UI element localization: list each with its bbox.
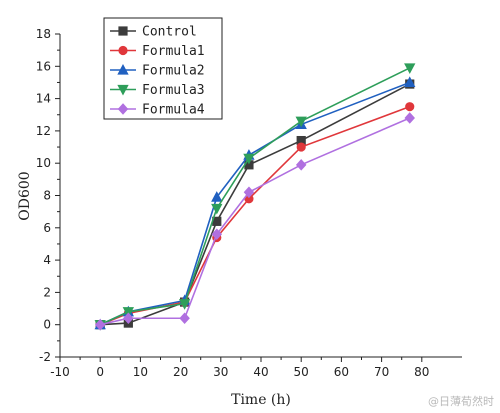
x-tick-label: 40 — [253, 365, 268, 379]
legend-label: Formula2 — [142, 64, 205, 79]
legend-marker — [117, 63, 129, 75]
y-tick-label: 16 — [36, 59, 51, 73]
legend-item-formula1: Formula1 — [110, 44, 205, 59]
data-point-formula4 — [243, 186, 255, 199]
y-axis-title: OD600 — [17, 171, 33, 220]
series-line-control — [100, 83, 411, 326]
data-point-formula3 — [178, 299, 191, 310]
y-tick-label: -2 — [39, 350, 51, 364]
plot-area — [94, 63, 416, 331]
data-point-formula4 — [123, 312, 134, 325]
series-line-formula1 — [99, 105, 411, 326]
legend-label: Formula1 — [142, 44, 205, 59]
y-tick-label: 8 — [43, 189, 51, 203]
data-point-formula3 — [295, 116, 307, 128]
y-tick-label: 6 — [43, 221, 51, 235]
legend-item-formula3: Formula3 — [110, 83, 205, 98]
data-point-formula3 — [404, 63, 416, 74]
legend-label: Formula4 — [142, 103, 205, 118]
legend-item-control: Control — [110, 25, 197, 40]
series-formula4 — [94, 112, 415, 331]
legend-marker — [118, 45, 128, 56]
data-point-formula4 — [404, 112, 415, 124]
data-point-formula2 — [404, 76, 416, 88]
legend-marker — [117, 103, 129, 115]
legend-marker — [118, 26, 128, 36]
legend-label: Formula3 — [142, 83, 205, 98]
data-point-formula3 — [243, 153, 255, 165]
y-tick-label: 4 — [43, 253, 51, 267]
legend-item-formula2: Formula2 — [110, 64, 205, 79]
axes: -10 0 10 20 30 40 50 60 70 80 -2 0 2 4 6 8 10 12 14 16 18 — [36, 27, 462, 379]
y-tick-label: 18 — [36, 27, 51, 41]
data-point-formula1 — [296, 142, 306, 152]
y-tick-label: 10 — [36, 156, 51, 170]
data-point-formula4 — [211, 228, 223, 241]
x-tick-label: 20 — [173, 365, 188, 379]
y-tick-label: 12 — [36, 124, 51, 138]
series-line-formula4 — [100, 117, 411, 326]
data-point-formula3 — [211, 203, 223, 215]
data-point-formula1 — [405, 102, 415, 112]
y-tick-label: 14 — [36, 92, 51, 106]
watermark: @日薄荀然时 — [428, 395, 494, 408]
y-tick-label: 0 — [43, 318, 51, 332]
data-point-formula4 — [179, 312, 190, 325]
data-point-formula3 — [122, 307, 135, 318]
legend-item-formula4: Formula4 — [110, 103, 205, 118]
x-tick-label: 60 — [334, 365, 349, 379]
y-tick-label: 2 — [43, 285, 51, 299]
x-tick-label: 80 — [414, 365, 429, 379]
x-tick-label: 10 — [133, 365, 148, 379]
x-tick-label: -10 — [50, 365, 70, 379]
x-tick-label: 70 — [374, 365, 389, 379]
x-axis-title: Time (h) — [231, 392, 291, 408]
data-point-formula2 — [211, 191, 223, 202]
x-tick-label: 50 — [294, 365, 309, 379]
x-tick-label: 0 — [96, 365, 104, 379]
x-tick-label: 30 — [213, 365, 228, 379]
data-point-formula4 — [94, 318, 106, 331]
data-point-formula4 — [295, 159, 307, 171]
legend-label: Control — [142, 25, 197, 40]
legend-marker — [117, 84, 129, 96]
legend: Control Formula1 Formula2 Formula3 Formula4 — [103, 17, 223, 120]
